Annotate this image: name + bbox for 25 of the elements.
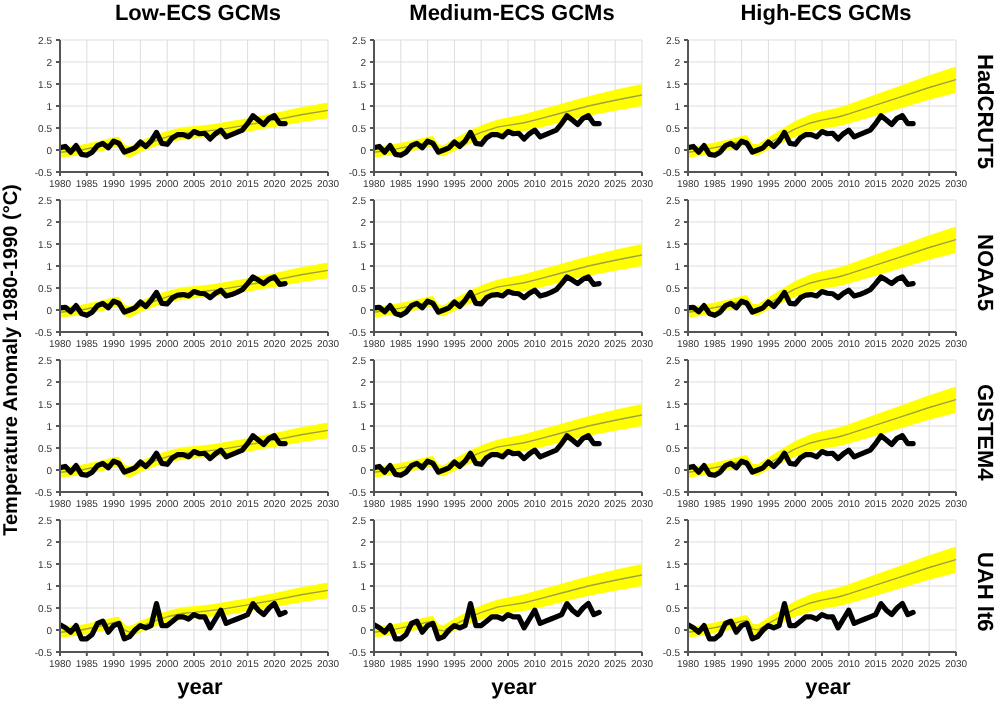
- line-series: [688, 274, 916, 318]
- line-series: [374, 574, 642, 633]
- chart-title: Medium-ECS GCMs: [407, 0, 617, 30]
- line-series: [688, 433, 916, 478]
- line-series: [60, 601, 288, 642]
- line-series: [374, 274, 602, 318]
- x-axis-title: year: [803, 676, 853, 700]
- line-series: [374, 113, 602, 158]
- line-series: [688, 601, 916, 642]
- line-series: [374, 601, 602, 642]
- line-series: [688, 558, 956, 633]
- x-axis-title: year: [489, 676, 539, 700]
- y2-axis-title: UAH lt6: [972, 552, 996, 632]
- y2-axis-title: NOAA5: [972, 233, 996, 311]
- line-series: [60, 274, 288, 318]
- line-series: [60, 433, 288, 478]
- y2-axis-title: GISTEM4: [972, 383, 996, 481]
- y-axis-title: Temperature Anomaly 1980-1990 (°C): [1, 184, 23, 536]
- y2-axis-title: HadCRUT5: [972, 54, 996, 170]
- line-series: [688, 113, 916, 158]
- chart-title: High-ECS GCMs: [738, 0, 914, 30]
- chart-title: Low-ECS GCMs: [112, 0, 284, 30]
- line-series: [60, 113, 288, 158]
- x-axis-title: year: [175, 676, 225, 700]
- line-series: [374, 433, 602, 478]
